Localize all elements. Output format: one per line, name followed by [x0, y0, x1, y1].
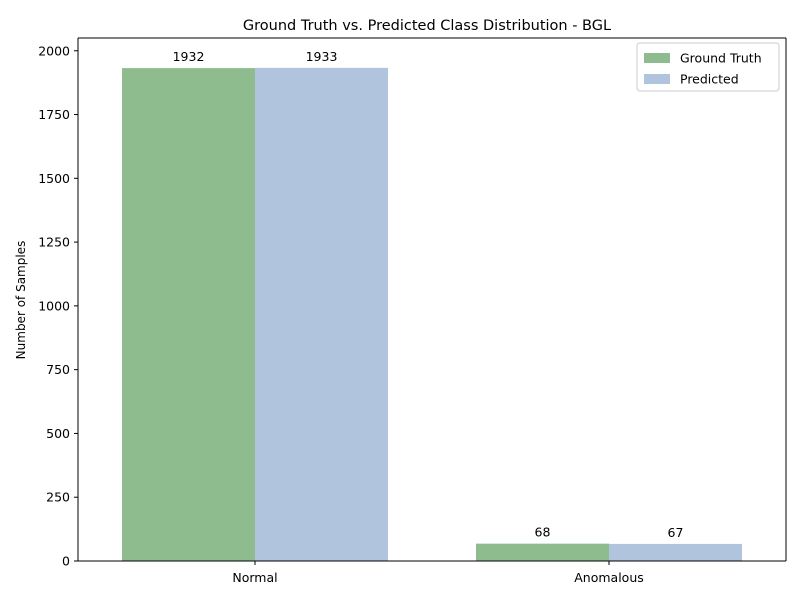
data-label: 67	[668, 525, 684, 540]
y-tick-label: 1000	[38, 298, 70, 313]
legend-swatch	[644, 74, 670, 84]
y-tick-label: 1750	[38, 107, 70, 122]
bar-ground-truth	[476, 543, 609, 561]
chart-title: Ground Truth vs. Predicted Class Distrib…	[243, 18, 611, 34]
y-tick-label: 500	[46, 426, 70, 441]
x-tick-label: Normal	[232, 570, 277, 585]
legend-box	[636, 42, 780, 92]
y-tick-label: 2000	[38, 43, 70, 58]
y-tick-label: 750	[46, 362, 70, 377]
bar-predicted	[255, 67, 388, 561]
data-label: 1932	[173, 49, 205, 64]
y-tick-label: 0	[62, 554, 70, 569]
y-tick-label: 1500	[38, 171, 70, 186]
y-axis-label: Number of Samples	[14, 241, 28, 360]
y-tick-label: 250	[46, 490, 70, 505]
x-tick-label: Anomalous	[574, 570, 644, 585]
legend-label: Ground Truth	[680, 51, 762, 66]
legend-swatch	[644, 53, 670, 63]
y-tick-label: 1250	[38, 235, 70, 250]
data-label: 1933	[306, 49, 338, 64]
bar-ground-truth	[122, 68, 255, 561]
bar-predicted	[609, 543, 742, 561]
legend-label: Predicted	[680, 72, 739, 87]
plot-area: 1932 68 1933 67 0 250 500 750 1000 1250 1500 1750 20…	[38, 37, 787, 585]
legend: Ground Truth Predicted	[636, 42, 780, 92]
data-label: 68	[535, 525, 551, 540]
